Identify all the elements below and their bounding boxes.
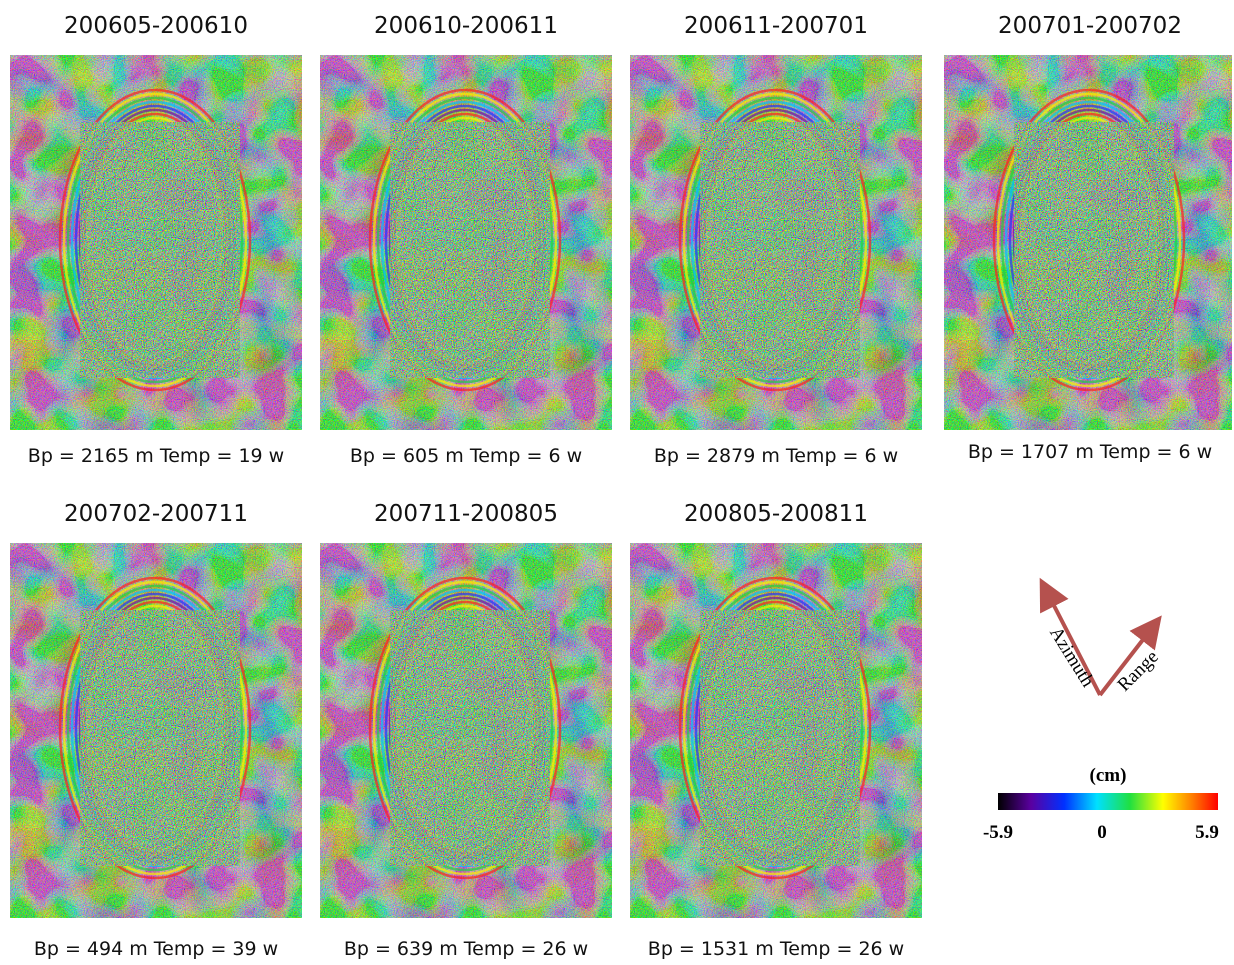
interferogram [320,543,612,918]
interferogram [10,55,302,430]
core [80,122,240,378]
core [390,610,550,866]
panel-caption: Bp = 2165 m Temp = 19 w [0,445,316,467]
core [390,122,550,378]
colorbar-label: 0 [1097,822,1107,843]
colorbar: (cm) -5.9 0 5.9 [970,760,1230,850]
panel-title: 200610-200611 [316,13,616,39]
panel-caption: Bp = 605 m Temp = 6 w [306,445,626,467]
colorbar-label: 5.9 [1195,822,1219,843]
panel-title: 200701-200702 [940,13,1234,39]
panel-title: 200805-200811 [626,501,926,527]
page: Interferograms {"panels": [ {"title": "2… [0,0,1234,965]
panel-title: 200611-200701 [626,13,926,39]
panel-title: 200605-200610 [6,13,306,39]
interferogram [630,543,922,918]
direction-arrows: Azimuth Range [1000,560,1234,760]
panel-title: 200711-200805 [316,501,616,527]
core [80,610,240,866]
colorbar-gradient [998,793,1218,810]
panel-caption: Bp = 494 m Temp = 39 w [0,938,316,960]
azimuth-label: Azimuth [1045,623,1098,691]
interferogram [320,55,612,430]
colorbar-unit: (cm) [1090,765,1127,786]
panel-caption: Bp = 639 m Temp = 26 w [306,938,626,960]
core [700,122,860,378]
interferogram [944,55,1232,430]
panel-caption: Bp = 1531 m Temp = 26 w [616,938,936,960]
panel-caption: Bp = 1707 m Temp = 6 w [930,441,1234,463]
figure: Azimuth Range (cm) -5.9 0 5.9 (() => { c… [0,0,1234,965]
interferogram [10,543,302,918]
core [1014,122,1174,378]
colorbar-label: -5.9 [983,822,1013,843]
panel-caption: Bp = 2879 m Temp = 6 w [616,445,936,467]
core [700,610,860,866]
panel-title: 200702-200711 [6,501,306,527]
interferogram [630,55,922,430]
